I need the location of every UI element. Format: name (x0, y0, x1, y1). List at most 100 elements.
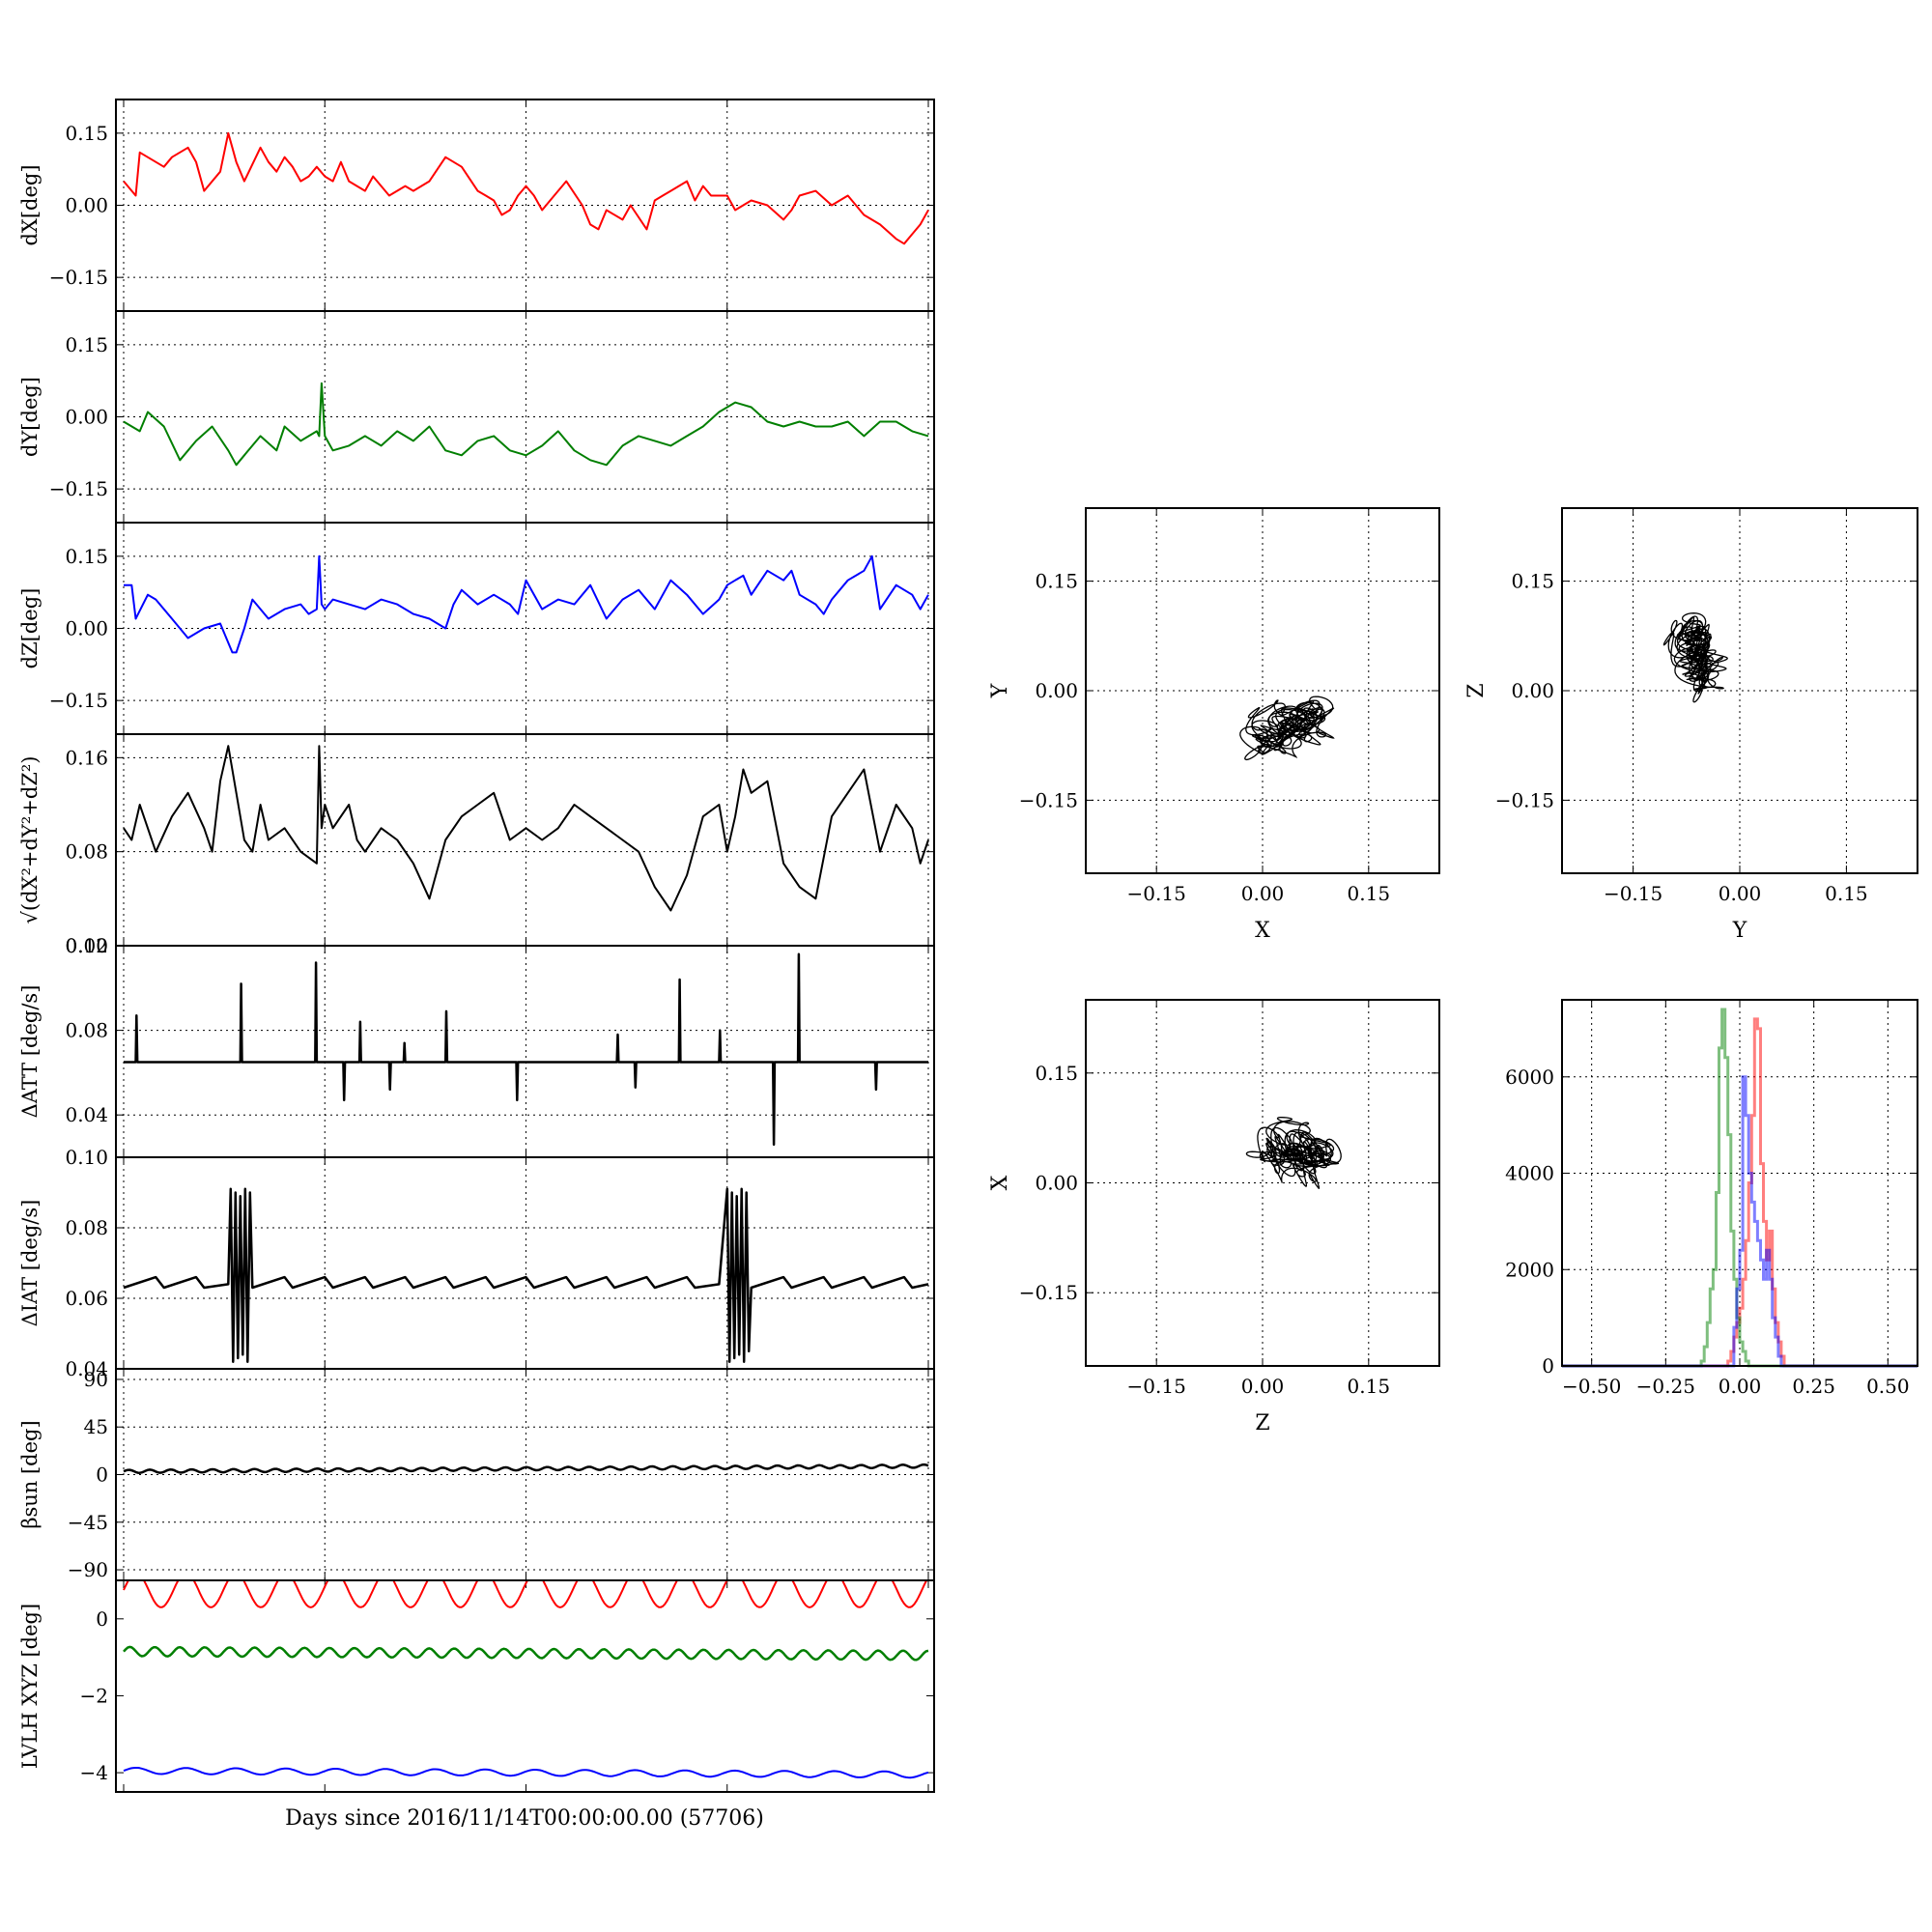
ZX-trace (1245, 1117, 1342, 1190)
dIAT-ytick-label: 0.04 (65, 1357, 108, 1380)
lvlh-axes: −4 −2 0 (80, 1580, 934, 1792)
YZ-xlabel: Y (1732, 919, 1747, 943)
dZ-ytick-label: 0.15 (65, 545, 108, 568)
dR-ylabel: √(dX²+dY²+dZ²) (18, 756, 42, 924)
hist-series-1-step (1562, 1008, 1918, 1368)
dIAT-ytick-label: 0.10 (65, 1146, 108, 1169)
XY-axes: −0.15 0.00 0.15 −0.15 0.00 0.15 (1019, 508, 1439, 905)
dY-series-0-line (123, 382, 929, 467)
dATT-axes: 0.04 0.08 0.12 (65, 934, 934, 1157)
ZX-xtick-label: 0.15 (1348, 1375, 1391, 1398)
dY-ytick-label: 0.15 (65, 333, 108, 356)
beta-ytick-label: 45 (84, 1415, 108, 1438)
dY-ylabel: dY[deg] (18, 377, 42, 457)
YZ-ytick-label: −0.15 (1495, 788, 1554, 811)
dIAT-ytick-label: 0.08 (65, 1216, 108, 1239)
dIAT-series-0-line (123, 1187, 929, 1363)
YZ-ytick-label: 0.00 (1511, 679, 1554, 702)
beta-ytick-label: −90 (68, 1558, 108, 1581)
dR-series-0-line (123, 745, 929, 912)
dR-ytick-label: 0.08 (65, 840, 108, 864)
beta-ytick-label: 0 (96, 1463, 108, 1487)
dR-frame (115, 733, 935, 947)
dX-ylabel: dX[deg] (18, 164, 42, 245)
XY-ytick-label: 0.15 (1035, 570, 1078, 593)
dX-axes: −0.15 0.00 0.15 (49, 99, 934, 311)
dY-ytick-label: 0.00 (65, 406, 108, 429)
XY-frame (1085, 507, 1440, 874)
XY-xlabel: X (1255, 919, 1270, 943)
dATT-ylabel: ΔATT [deg/s] (18, 985, 42, 1119)
XY-trace (1239, 696, 1335, 761)
YZ-axes: −0.15 0.00 0.15 −0.15 0.00 0.15 (1495, 508, 1918, 905)
hist-series-2-step (1562, 1075, 1918, 1368)
XY-xtick-label: 0.15 (1348, 882, 1391, 905)
hist-series-0-step (1562, 1017, 1918, 1368)
dR-ytick-label: 0.16 (65, 746, 108, 769)
dX-series-0-line (123, 131, 929, 245)
XY-ylabel: Y (988, 683, 1012, 698)
dIAT-axes: 0.04 0.06 0.08 0.10 (65, 1146, 934, 1380)
dZ-ylabel: dZ[deg] (18, 588, 42, 669)
ZX-ylabel: X (988, 1175, 1012, 1190)
dIAT-ylabel: ΔIAT [deg/s] (18, 1200, 42, 1327)
hist-xtick-label: 0.25 (1792, 1375, 1835, 1398)
hist-xtick-label: −0.25 (1636, 1375, 1695, 1398)
lvlh-series-2-line (123, 1767, 929, 1779)
dATT-ytick-label: 0.04 (65, 1103, 108, 1126)
dATT-ytick-label: 0.12 (65, 934, 108, 957)
YZ-xtick-label: −0.15 (1604, 882, 1662, 905)
dX-ytick-label: −0.15 (49, 266, 108, 289)
dATT-ytick-label: 0.08 (65, 1019, 108, 1042)
YZ-frame (1561, 507, 1918, 874)
ZX-ytick-label: 0.15 (1035, 1062, 1078, 1085)
lvlh-series-0-line (123, 1580, 928, 1608)
lvlh-ytick-label: −4 (80, 1761, 108, 1784)
beta-axes: −90 −45 0 45 90 (68, 1368, 934, 1581)
dATT-series-0-line (124, 952, 928, 1147)
dY-ytick-label: −0.15 (49, 477, 108, 500)
dZ-axes: −0.15 0.00 0.15 (49, 523, 934, 734)
hist-xtick-label: 0.50 (1866, 1375, 1910, 1398)
dZ-series-0-line (124, 554, 929, 654)
YZ-xtick-label: 0.15 (1825, 882, 1868, 905)
beta-ytick-label: 90 (84, 1368, 108, 1391)
YZ-xtick-label: 0.00 (1719, 882, 1762, 905)
ZX-axes: −0.15 0.00 0.15 −0.15 0.00 0.15 (1019, 1000, 1439, 1398)
beta-ytick-label: −45 (68, 1511, 108, 1534)
lvlh-ylabel: LVLH XYZ [deg] (18, 1604, 42, 1769)
ZX-xtick-label: −0.15 (1127, 1375, 1186, 1398)
ZX-ytick-label: −0.15 (1019, 1281, 1078, 1304)
dZ-ytick-label: 0.00 (65, 617, 108, 640)
hist-xtick-label: 0.00 (1719, 1375, 1762, 1398)
YZ-ylabel: Z (1464, 683, 1489, 697)
lvlh-ytick-label: −2 (80, 1684, 108, 1707)
ZX-ytick-label: 0.00 (1035, 1172, 1078, 1195)
dX-ytick-label: 0.00 (65, 194, 108, 217)
dX-ytick-label: 0.15 (65, 122, 108, 145)
hist-xtick-label: −0.50 (1562, 1375, 1621, 1398)
dR-ytick-label: 0.00 (65, 934, 108, 957)
XY-ytick-label: 0.00 (1035, 679, 1078, 702)
figure-xlabel: Days since 2016/11/14T00:00:00.00 (57706… (285, 1806, 764, 1831)
XY-ytick-label: −0.15 (1019, 788, 1078, 811)
dZ-ytick-label: −0.15 (49, 689, 108, 712)
hist-ytick-label: 6000 (1505, 1065, 1554, 1089)
ZX-xtick-label: 0.00 (1241, 1375, 1285, 1398)
ZX-xlabel: Z (1255, 1411, 1269, 1435)
hist-axes: 0 2000 4000 6000 −0.50 −0.25 0.00 0.25 0.50 (1505, 1000, 1918, 1398)
plot-layer: −0.15 0.00 0.15 dX[deg] −0.15 0.00 0.15 dY[deg]… (18, 99, 1918, 1793)
hist-ytick-label: 4000 (1505, 1162, 1554, 1185)
dY-axes: −0.15 0.00 0.15 (49, 311, 934, 523)
hist-ytick-label: 0 (1542, 1354, 1554, 1378)
lvlh-frame (115, 1579, 935, 1793)
lvlh-ytick-label: 0 (96, 1607, 108, 1631)
dATT-frame (115, 945, 935, 1158)
ZX-frame (1085, 999, 1440, 1367)
lvlh-series-1-line (123, 1645, 929, 1662)
YZ-ytick-label: 0.15 (1511, 570, 1554, 593)
YZ-trace (1662, 612, 1728, 703)
beta-ylabel: βsun [deg] (18, 1420, 42, 1528)
hist-frame (1561, 999, 1918, 1367)
